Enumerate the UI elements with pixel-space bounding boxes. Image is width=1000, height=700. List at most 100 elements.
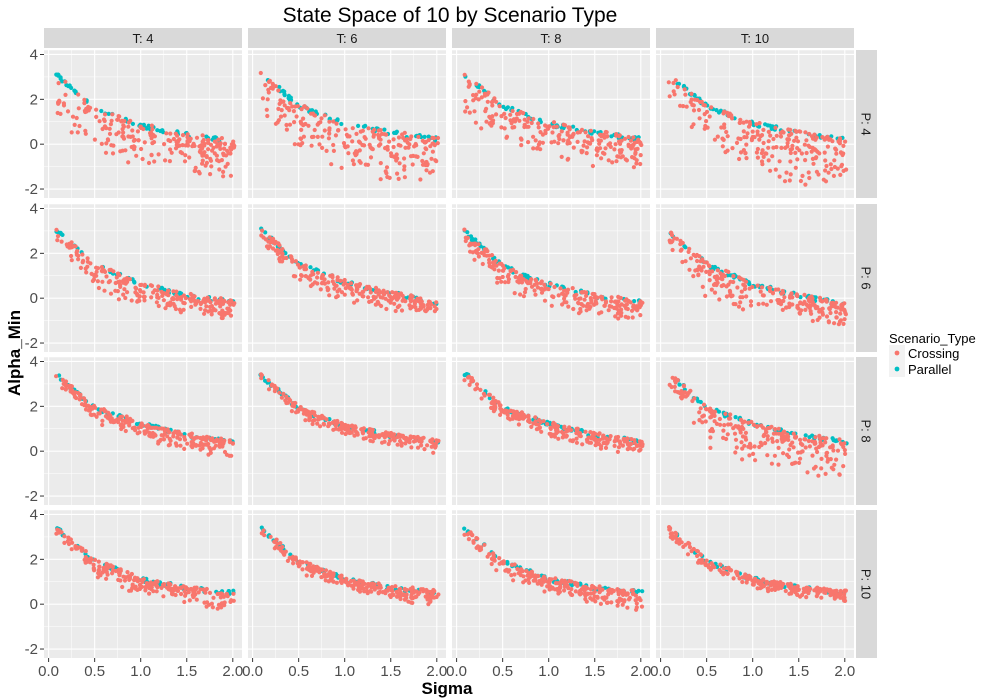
- crossing-point: [324, 417, 329, 422]
- crossing-point: [844, 167, 849, 172]
- crossing-point: [790, 143, 795, 148]
- crossing-point: [551, 432, 556, 437]
- crossing-point: [518, 292, 523, 297]
- crossing-point: [729, 294, 734, 299]
- crossing-point: [489, 264, 494, 269]
- crossing-point: [362, 135, 367, 140]
- crossing-point: [307, 418, 312, 423]
- crossing-point: [389, 153, 394, 159]
- crossing-point: [536, 573, 541, 579]
- crossing-point: [329, 575, 334, 580]
- crossing-point: [474, 536, 479, 541]
- x-axis: 0.0 0.5 1.0 1.5 2.00.0 0.5 1.0 1.5 2.00.0 0.5 1.0 1…: [38, 658, 855, 680]
- crossing-point: [819, 456, 824, 461]
- crossing-point: [804, 302, 809, 307]
- crossing-point: [92, 557, 98, 563]
- crossing-point: [582, 139, 587, 144]
- crossing-point: [191, 141, 196, 146]
- crossing-point: [413, 435, 418, 440]
- column-strip-label: T: 4: [133, 31, 154, 46]
- crossing-point: [300, 560, 305, 565]
- crossing-point: [115, 117, 120, 122]
- crossing-point: [738, 117, 743, 122]
- panel-points: [462, 526, 645, 612]
- crossing-point: [109, 118, 114, 123]
- crossing-point: [400, 433, 406, 438]
- crossing-point: [142, 429, 147, 434]
- crossing-point: [478, 547, 484, 552]
- crossing-point: [603, 300, 609, 305]
- crossing-point: [287, 555, 292, 560]
- crossing-point: [744, 580, 749, 585]
- crossing-point: [531, 134, 536, 139]
- crossing-point: [510, 578, 516, 583]
- crossing-point: [583, 130, 588, 135]
- crossing-point: [153, 580, 158, 585]
- facet-panel: [656, 510, 854, 658]
- crossing-point: [204, 438, 209, 443]
- panel-grid: [248, 50, 446, 198]
- crossing-point: [164, 291, 169, 296]
- crossing-point: [301, 264, 306, 269]
- crossing-point: [625, 605, 630, 610]
- crossing-point: [526, 124, 531, 129]
- crossing-point: [400, 132, 405, 137]
- crossing-point: [430, 149, 435, 154]
- crossing-point: [425, 302, 430, 307]
- crossing-point: [384, 171, 389, 176]
- parallel-point: [798, 295, 803, 300]
- crossing-point: [776, 462, 781, 467]
- crossing-point: [697, 254, 702, 259]
- crossing-point: [389, 585, 394, 590]
- crossing-point: [168, 131, 173, 136]
- crossing-point: [350, 292, 355, 297]
- crossing-point: [784, 305, 789, 310]
- crossing-point: [202, 296, 207, 301]
- crossing-point: [772, 453, 778, 458]
- crossing-point: [311, 134, 316, 139]
- crossing-point: [330, 275, 335, 280]
- crossing-point: [494, 112, 499, 117]
- crossing-point: [802, 292, 807, 297]
- crossing-point: [550, 585, 555, 590]
- panel-grid: [44, 510, 242, 658]
- crossing-point: [566, 304, 571, 309]
- crossing-point: [129, 298, 134, 303]
- crossing-point: [722, 122, 727, 127]
- crossing-point: [529, 569, 535, 575]
- crossing-point: [183, 153, 188, 158]
- crossing-point: [630, 315, 635, 320]
- crossing-point: [535, 285, 541, 290]
- crossing-point: [606, 142, 611, 147]
- crossing-point: [616, 294, 621, 299]
- crossing-point: [744, 142, 749, 147]
- x-tick-label: 0.0: [242, 663, 263, 680]
- crossing-point: [707, 272, 712, 277]
- crossing-point: [804, 150, 809, 156]
- crossing-point: [303, 121, 308, 127]
- crossing-point: [136, 298, 141, 303]
- crossing-point: [824, 135, 829, 140]
- crossing-point: [489, 556, 494, 562]
- crossing-point: [178, 443, 183, 448]
- crossing-point: [78, 545, 83, 550]
- crossing-point: [219, 436, 224, 441]
- crossing-point: [479, 85, 485, 90]
- crossing-point: [757, 121, 762, 126]
- crossing-point: [331, 148, 336, 153]
- crossing-point: [106, 563, 111, 568]
- crossing-point: [840, 152, 845, 158]
- crossing-point: [725, 148, 730, 153]
- crossing-point: [819, 595, 824, 600]
- crossing-point: [304, 573, 309, 578]
- crossing-point: [800, 449, 805, 454]
- crossing-point: [380, 295, 385, 300]
- crossing-point: [491, 400, 496, 405]
- crossing-point: [99, 265, 104, 270]
- crossing-point: [177, 307, 182, 312]
- crossing-point: [824, 163, 829, 169]
- crossing-point: [522, 290, 528, 295]
- crossing-point: [626, 597, 632, 602]
- crossing-point: [671, 80, 676, 86]
- crossing-point: [813, 435, 818, 440]
